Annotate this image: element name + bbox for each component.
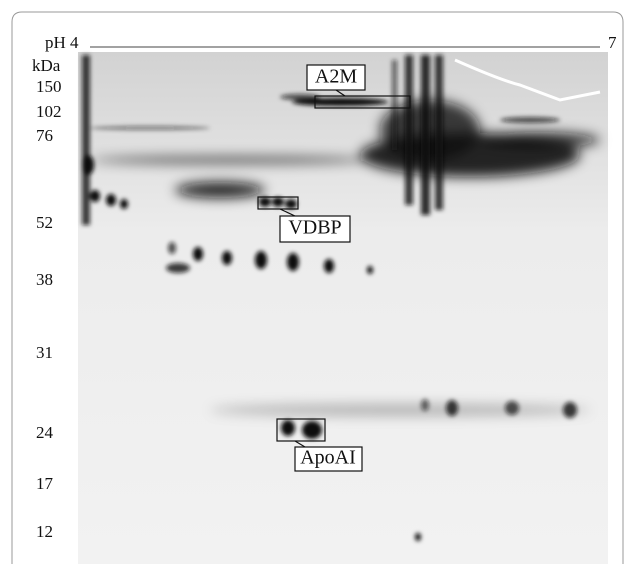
unit-label: kDa — [32, 56, 61, 75]
markers: 150 102 76 52 38 31 24 17 12 — [36, 77, 62, 541]
marker-label: 52 — [36, 213, 53, 232]
ph-end: 7 — [608, 33, 617, 52]
marker-label: 17 — [36, 474, 54, 493]
ph-start: pH 4 — [45, 33, 79, 52]
gel-spots — [82, 55, 601, 541]
annotation-label: VDBP — [288, 217, 341, 239]
marker-label: 102 — [36, 102, 62, 121]
marker-label: 150 — [36, 77, 62, 96]
marker-label: 31 — [36, 343, 53, 362]
marker-label: 12 — [36, 522, 53, 541]
marker-label: 76 — [36, 126, 53, 145]
frame — [11, 11, 624, 564]
annotation-label: ApoAI — [300, 447, 356, 469]
marker-label: 38 — [36, 270, 53, 289]
annotation-boxes — [257, 64, 411, 472]
marker-label: 24 — [36, 423, 54, 442]
annotation-label: A2M — [315, 66, 357, 88]
